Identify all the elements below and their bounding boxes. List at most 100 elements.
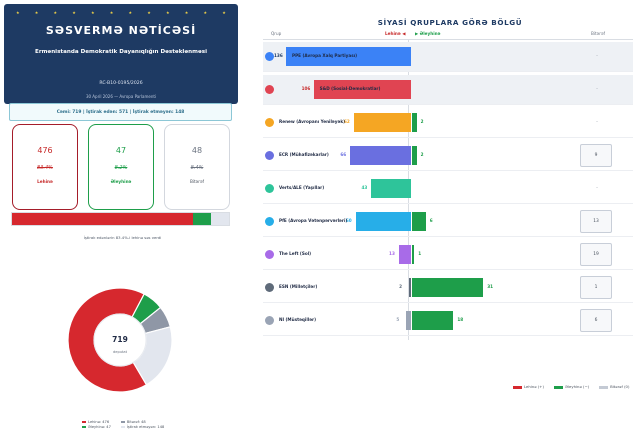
donut-legend-item: Lehinə: 476	[82, 420, 111, 425]
yes-label: Lehinə	[37, 179, 53, 184]
yes-count: 106	[301, 86, 311, 91]
abstain-count: –	[596, 53, 599, 58]
resolution-code: RC-B10-0195/2026	[99, 81, 143, 86]
group-color-dot-icon	[265, 85, 274, 94]
no-card: 47 8.2% Əleyhinə	[88, 124, 154, 210]
group-legend-item: Bitərəf (0)	[599, 384, 629, 389]
vote-donut-chart: 719 deputat	[67, 287, 173, 393]
group-name: S&D (Sosial-Demokratlar)	[319, 86, 381, 91]
star-icon: ★	[16, 10, 20, 15]
abstain-count: –	[596, 185, 599, 190]
yes-card: 476 83.4% Lehinə	[12, 124, 78, 210]
col-group: Qrup	[271, 31, 282, 36]
yes-bar	[286, 47, 411, 66]
vote-bar-yes	[12, 213, 193, 225]
no-bar	[412, 278, 484, 297]
abstain-count: 13	[580, 210, 612, 233]
donut-hole	[93, 313, 147, 367]
group-name: Renew (Avropanı Yeniləyək)	[279, 119, 346, 124]
legend-label: Bitərəf (0)	[610, 384, 630, 389]
group-breakdown-panel: SİYASİ QRUPLARA GÖRƏ BÖLGÜ Qrup Lehinə ◀…	[260, 0, 640, 435]
donut-center-label: deputat	[113, 350, 128, 354]
no-bar	[412, 245, 415, 264]
abstain-count: 48	[191, 146, 203, 155]
star-icon: ★	[109, 10, 114, 15]
group-breakdown-title: SİYASİ QRUPLARA GÖRƏ BÖLGÜ	[377, 18, 523, 27]
group-name: PfE (Avropa Vətənpərvərləri)	[279, 218, 348, 223]
star-icon: ★	[91, 10, 95, 15]
group-row: 136 PPE (Avropa Xalq Partiyası) –	[263, 42, 633, 72]
yes-count: 60	[345, 218, 352, 223]
group-row: 60 PfE (Avropa Vətənpərvərləri) 6 13	[263, 207, 633, 237]
yes-count: 13	[389, 251, 395, 256]
legend-label: Bitərəf: 48	[126, 420, 146, 424]
resolution-title: Ermənistanda Demokratik Dayanıqlığın Dəs…	[35, 49, 207, 55]
result-header: ★ ★ ★ ★ ★ ★ ★ ★ ★ ★ ★ ★ SƏSVERMƏ NƏTİCƏSİ Ermənista…	[4, 4, 238, 104]
abstain-count: –	[596, 86, 599, 91]
group-color-dot-icon	[265, 316, 274, 325]
no-bar	[412, 146, 417, 165]
legend-label: Lehinə: 476	[88, 420, 110, 424]
legend-swatch-icon	[120, 426, 125, 428]
group-row: 66 ECR (Mühafizəkarlar) 2 9	[263, 141, 633, 171]
col-no: ▶ Əleyhinə	[415, 31, 441, 36]
yes-bar	[409, 278, 411, 297]
group-row: 62 Renew (Avropanı Yeniləyək) 2 –	[263, 108, 633, 138]
yes-bar	[371, 179, 411, 198]
legend-swatch-icon	[82, 426, 86, 428]
yes-bar	[354, 113, 411, 132]
abstain-count: 1	[580, 276, 612, 299]
donut-legend-item: Bitərəf: 48	[120, 420, 164, 425]
turnout-summary: Cəmi: 719 | İştirak edən: 571 | İştirak …	[9, 103, 232, 121]
legend-swatch-icon	[120, 421, 125, 423]
yes-count: 66	[340, 152, 347, 157]
star-icon: ★	[166, 10, 170, 15]
yes-bar	[350, 146, 411, 165]
group-name: ESN (Millətçilər)	[279, 284, 318, 289]
eu-stars: ★ ★ ★ ★ ★ ★ ★ ★ ★ ★ ★ ★	[16, 10, 226, 15]
group-color-dot-icon	[265, 250, 274, 259]
legend-swatch-icon	[82, 421, 86, 423]
abstain-percent: 8.4%	[190, 165, 204, 171]
group-legend-item: Əleyhinə (−)	[553, 384, 590, 389]
no-bar	[412, 212, 426, 231]
yes-count: 136	[274, 53, 283, 58]
vote-bar-note: İştirak edənlərin 83.4%-i lehinə səs ver…	[83, 235, 162, 240]
yes-count: 2	[399, 284, 403, 289]
legend-label: Lehinə (+)	[524, 384, 544, 389]
abstain-count: 6	[580, 309, 612, 332]
star-icon: ★	[72, 10, 76, 15]
group-row: 106 S&D (Sosial-Demokratlar) –	[263, 75, 633, 105]
donut-legend-item: Əleyhinə: 47	[82, 425, 111, 430]
no-count: 2	[420, 152, 424, 157]
group-legend-item: Lehinə (+)	[513, 384, 544, 389]
no-count: 47	[115, 146, 127, 155]
no-percent: 8.2%	[114, 165, 128, 171]
abstain-count: 9	[580, 144, 612, 167]
group-color-dot-icon	[265, 118, 274, 127]
group-name: PPE (Avropa Xalq Partiyası)	[292, 53, 358, 58]
vote-summary-panel: ★ ★ ★ ★ ★ ★ ★ ★ ★ ★ ★ ★ SƏSVERMƏ NƏTİCƏSİ Ermənista…	[0, 0, 245, 435]
yes-count: 5	[396, 317, 400, 322]
no-count: 31	[487, 284, 494, 289]
abstain-count: 19	[580, 243, 612, 266]
no-count: 18	[457, 317, 464, 322]
group-legend: Lehinə (+) Əleyhinə (−) Bitərəf (0)	[513, 384, 629, 389]
legend-label: Əleyhinə (−)	[564, 384, 590, 389]
group-color-dot-icon	[265, 283, 274, 292]
group-color-dot-icon	[265, 184, 274, 193]
group-row: 5 NI (Müstəqillər) 18 6	[263, 306, 633, 336]
legend-swatch-icon	[553, 385, 563, 389]
group-color-dot-icon	[265, 151, 274, 160]
star-icon: ★	[203, 10, 208, 15]
legend-label: İştirak etməyən: 148	[126, 425, 165, 429]
yes-bar	[399, 245, 411, 264]
star-icon: ★	[222, 10, 226, 15]
group-row: 13 The Left (Sol) 1 19	[263, 240, 633, 270]
no-count: 1	[418, 251, 422, 256]
group-table-header: Qrup Lehinə ◀ ▶ Əleyhinə Bitərəf	[263, 30, 633, 40]
group-name: Verts/ALE (Yaşıllar)	[279, 185, 325, 190]
donut-legend: Lehinə: 476 Bitərəf: 48 Əleyhinə: 47 İştira…	[82, 420, 164, 430]
abstain-count: –	[596, 119, 599, 124]
yes-percent: 83.4%	[37, 165, 53, 171]
